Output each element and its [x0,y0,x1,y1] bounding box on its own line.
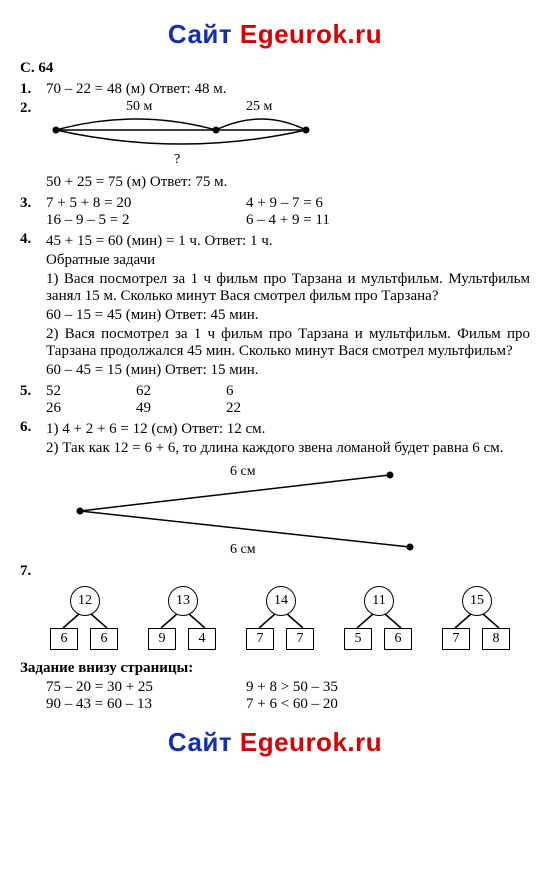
problem-4-number: 4. [20,231,46,248]
problem-4-line5: 2) Вася посмотрел за 1 ч фильм про Тарза… [46,326,530,360]
tree-left: 9 [148,628,176,650]
bottom-r2c2: 7 + 6 < 60 – 20 [246,696,338,713]
problem-6: 6. 1) 4 + 2 + 6 = 12 (см) Ответ: 12 см. … [20,419,530,459]
problem-4-line4: 60 – 15 = 45 (мин) Ответ: 45 мин. [46,307,530,324]
tree-right: 4 [188,628,216,650]
tree-right: 8 [482,628,510,650]
logo-word-1: Сайт [168,19,240,49]
problem-4-line3: 1) Вася посмотрел за 1 ч фильм про Тарза… [46,271,530,305]
problem-5: 5. 52 62 6 26 49 22 [20,383,530,417]
tree-left: 7 [246,628,274,650]
tree-top: 14 [266,586,296,616]
problem-1-text: 70 – 22 = 48 (м) Ответ: 48 м. [46,81,530,98]
site-logo-bottom: Сайт Egeurok.ru [20,727,530,758]
problem-5-number: 5. [20,383,46,400]
problem-3-r2c2: 6 – 4 + 9 = 11 [246,212,330,229]
tree-4: 1578 [438,586,514,650]
problem-5-r2-1: 49 [136,400,226,417]
svg-text:25 м: 25 м [246,100,273,114]
svg-text:6 см: 6 см [230,464,256,479]
bottom-r1c2: 9 + 8 > 50 – 35 [246,679,338,696]
svg-text:50 м: 50 м [126,100,153,114]
tree-top: 15 [462,586,492,616]
problem-5-r2-0: 26 [46,400,136,417]
problem-2-number: 2. [20,100,46,117]
tree-2: 14 77 [242,586,318,650]
tree-left: 5 [344,628,372,650]
tree-right: 6 [384,628,412,650]
svg-text:?: ? [174,152,180,167]
problem-5-r1-1: 62 [136,383,226,400]
bottom-r2c1: 90 – 43 = 60 – 13 [46,696,246,713]
problem-3-r2c1: 16 – 9 – 5 = 2 [46,212,246,229]
tree-left: 6 [50,628,78,650]
problem-3-r1c2: 4 + 9 – 7 = 6 [246,195,323,212]
problem-1: 1. 70 – 22 = 48 (м) Ответ: 48 м. [20,81,530,98]
problem-4-line1: 45 + 15 = 60 (мин) = 1 ч. Ответ: 1 ч. [46,233,530,250]
problem-7-number: 7. [20,563,46,580]
problem-5-r2-2: 22 [226,400,316,417]
tree-top: 13 [168,586,198,616]
problem-5-r1-2: 6 [226,383,316,400]
tree-right: 7 [286,628,314,650]
tree-top: 11 [364,586,394,616]
problem-3: 3. 7 + 5 + 8 = 20 4 + 9 – 7 = 6 16 – 9 –… [20,195,530,229]
tree-right: 6 [90,628,118,650]
svg-text:6 см: 6 см [230,542,256,557]
problem-6-diagram: 6 см 6 см [50,461,430,561]
logo-word-1: Сайт [168,727,240,757]
problem-3-number: 3. [20,195,46,212]
bottom-r1c1: 75 – 20 = 30 + 25 [46,679,246,696]
problem-6-line2: 2) Так как 12 = 6 + 6, то длина каждого … [46,440,530,457]
bottom-title: Задание внизу страницы: [20,660,530,677]
problem-2-answer: 50 + 25 = 75 (м) Ответ: 75 м. [46,174,530,191]
problem-4-line2: Обратные задачи [46,252,530,269]
problem-2-diagram: 50 м 25 м? [46,100,316,170]
problem-4-line6: 60 – 45 = 15 (мин) Ответ: 15 мин. [46,362,530,379]
problem-7: 7. [20,563,530,580]
tree-left: 7 [442,628,470,650]
problem-6-line1: 1) 4 + 2 + 6 = 12 (см) Ответ: 12 см. [46,421,530,438]
site-logo-top: Сайт Egeurok.ru [20,19,530,50]
logo-word-2: Egeurok.ru [240,19,382,49]
tree-3: 11 56 [340,586,416,650]
problem-3-r1c1: 7 + 5 + 8 = 20 [46,195,246,212]
problem-1-number: 1. [20,81,46,98]
problem-6-number: 6. [20,419,46,436]
tree-0: 12 66 [46,586,122,650]
tree-1: 13 94 [144,586,220,650]
page-reference: С. 64 [20,60,530,77]
logo-word-2: Egeurok.ru [240,727,382,757]
problem-5-r1-0: 52 [46,383,136,400]
problem-4: 4. 45 + 15 = 60 (мин) = 1 ч. Ответ: 1 ч.… [20,231,530,381]
tree-top: 12 [70,586,100,616]
problem-2: 2. 50 м 25 м? 50 + 25 = 75 (м) Ответ: 75 … [20,100,530,193]
problem-7-trees: 12661394147711561578 [20,586,530,650]
